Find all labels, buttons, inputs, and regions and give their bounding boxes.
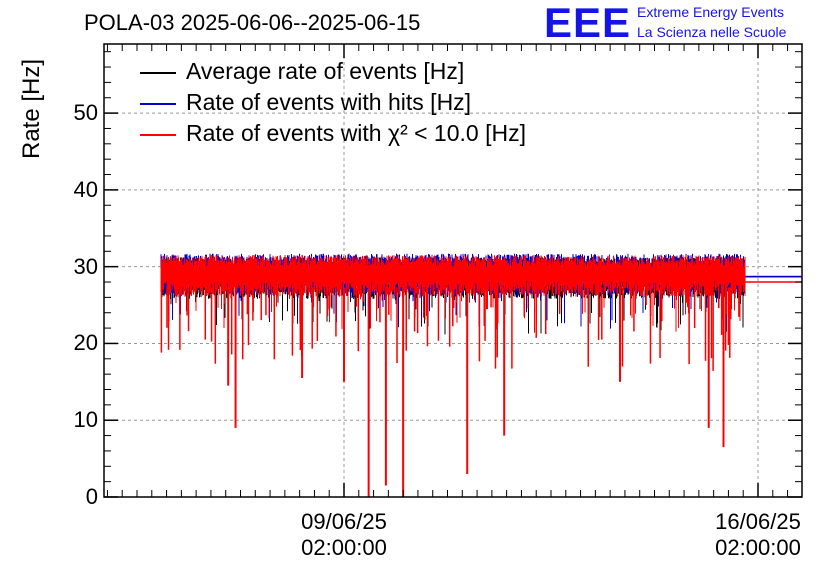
- legend-label-hits: Rate of events with hits [Hz]: [186, 89, 472, 115]
- x-tick-time: 02:00:00: [715, 535, 801, 560]
- x-tick-label: 09/06/25 02:00:00: [274, 509, 414, 561]
- logo-line-1: Extreme Energy Events: [637, 4, 785, 20]
- legend-label-chi2: Rate of events with χ² < 10.0 [Hz]: [186, 120, 526, 146]
- data-series: [160, 253, 802, 497]
- y-tick-label: 50: [73, 100, 98, 126]
- y-tick-label: 40: [73, 176, 98, 202]
- y-tick-label: 10: [73, 407, 98, 433]
- legend-label-average: Average rate of events [Hz]: [186, 58, 465, 84]
- y-tick-label: 20: [73, 330, 98, 356]
- y-tick-label: 0: [85, 484, 98, 509]
- x-tick-label: 16/06/25 02:00:00: [688, 509, 828, 561]
- x-tick-date: 16/06/25: [715, 509, 801, 534]
- axis-ticks: [104, 44, 802, 498]
- x-tick-time: 02:00:00: [301, 535, 387, 560]
- x-tick-date: 09/06/25: [301, 509, 387, 534]
- logo-line-2: La Scienza nelle Scuole: [637, 24, 787, 40]
- legend-swatch-average: [140, 72, 176, 74]
- eee-logo: EEE: [544, 0, 632, 46]
- legend-swatch-hits: [140, 103, 176, 105]
- y-tick-label: 30: [73, 253, 98, 279]
- legend-swatch-chi2: [140, 134, 176, 136]
- series-trace-2: [160, 255, 746, 333]
- chart-title: POLA-03 2025-06-06--2025-06-15: [84, 10, 421, 35]
- y-axis-label: Rate [Hz]: [18, 58, 45, 160]
- plot-frame: [103, 43, 803, 498]
